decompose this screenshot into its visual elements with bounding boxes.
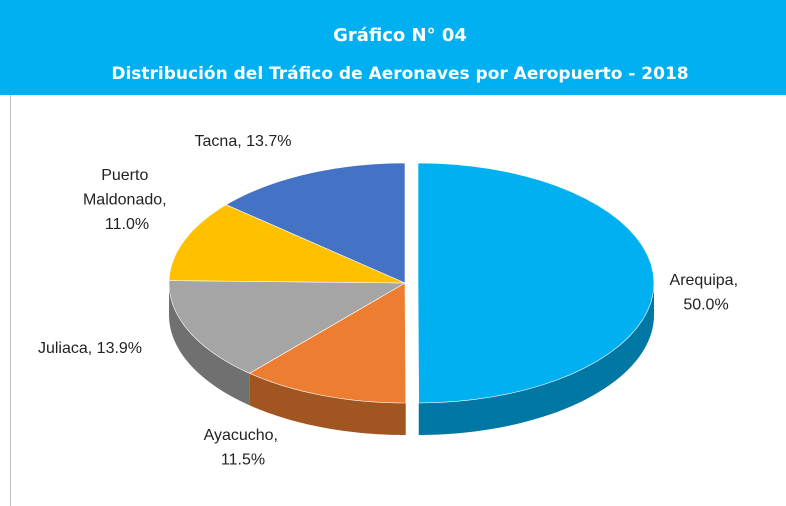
slice-side xyxy=(169,283,250,406)
data-label: Puerto Maldonado, 11.0% xyxy=(83,167,171,233)
data-label: Arequipa, 50.0% xyxy=(670,272,743,314)
slice xyxy=(168,280,407,374)
data-label: Ayacucho, 11.5% xyxy=(204,427,283,469)
slice xyxy=(248,282,407,404)
pie: Arequipa, 50.0% Ayacucho, 11.5% Juliaca, 1… xyxy=(38,133,743,469)
slice-side xyxy=(249,373,406,435)
slice xyxy=(168,204,406,284)
data-label: Juliaca, 13.9% xyxy=(38,340,142,357)
data-label: Tacna, 13.7% xyxy=(195,133,292,150)
slice xyxy=(225,162,406,284)
slice xyxy=(417,162,655,404)
slice-side xyxy=(418,282,654,435)
header-bar xyxy=(0,0,786,95)
chart-subtitle: Distribución del Tráfico de Aeronaves po… xyxy=(111,64,688,84)
chart-title: Gráfico N° 04 xyxy=(333,25,467,46)
